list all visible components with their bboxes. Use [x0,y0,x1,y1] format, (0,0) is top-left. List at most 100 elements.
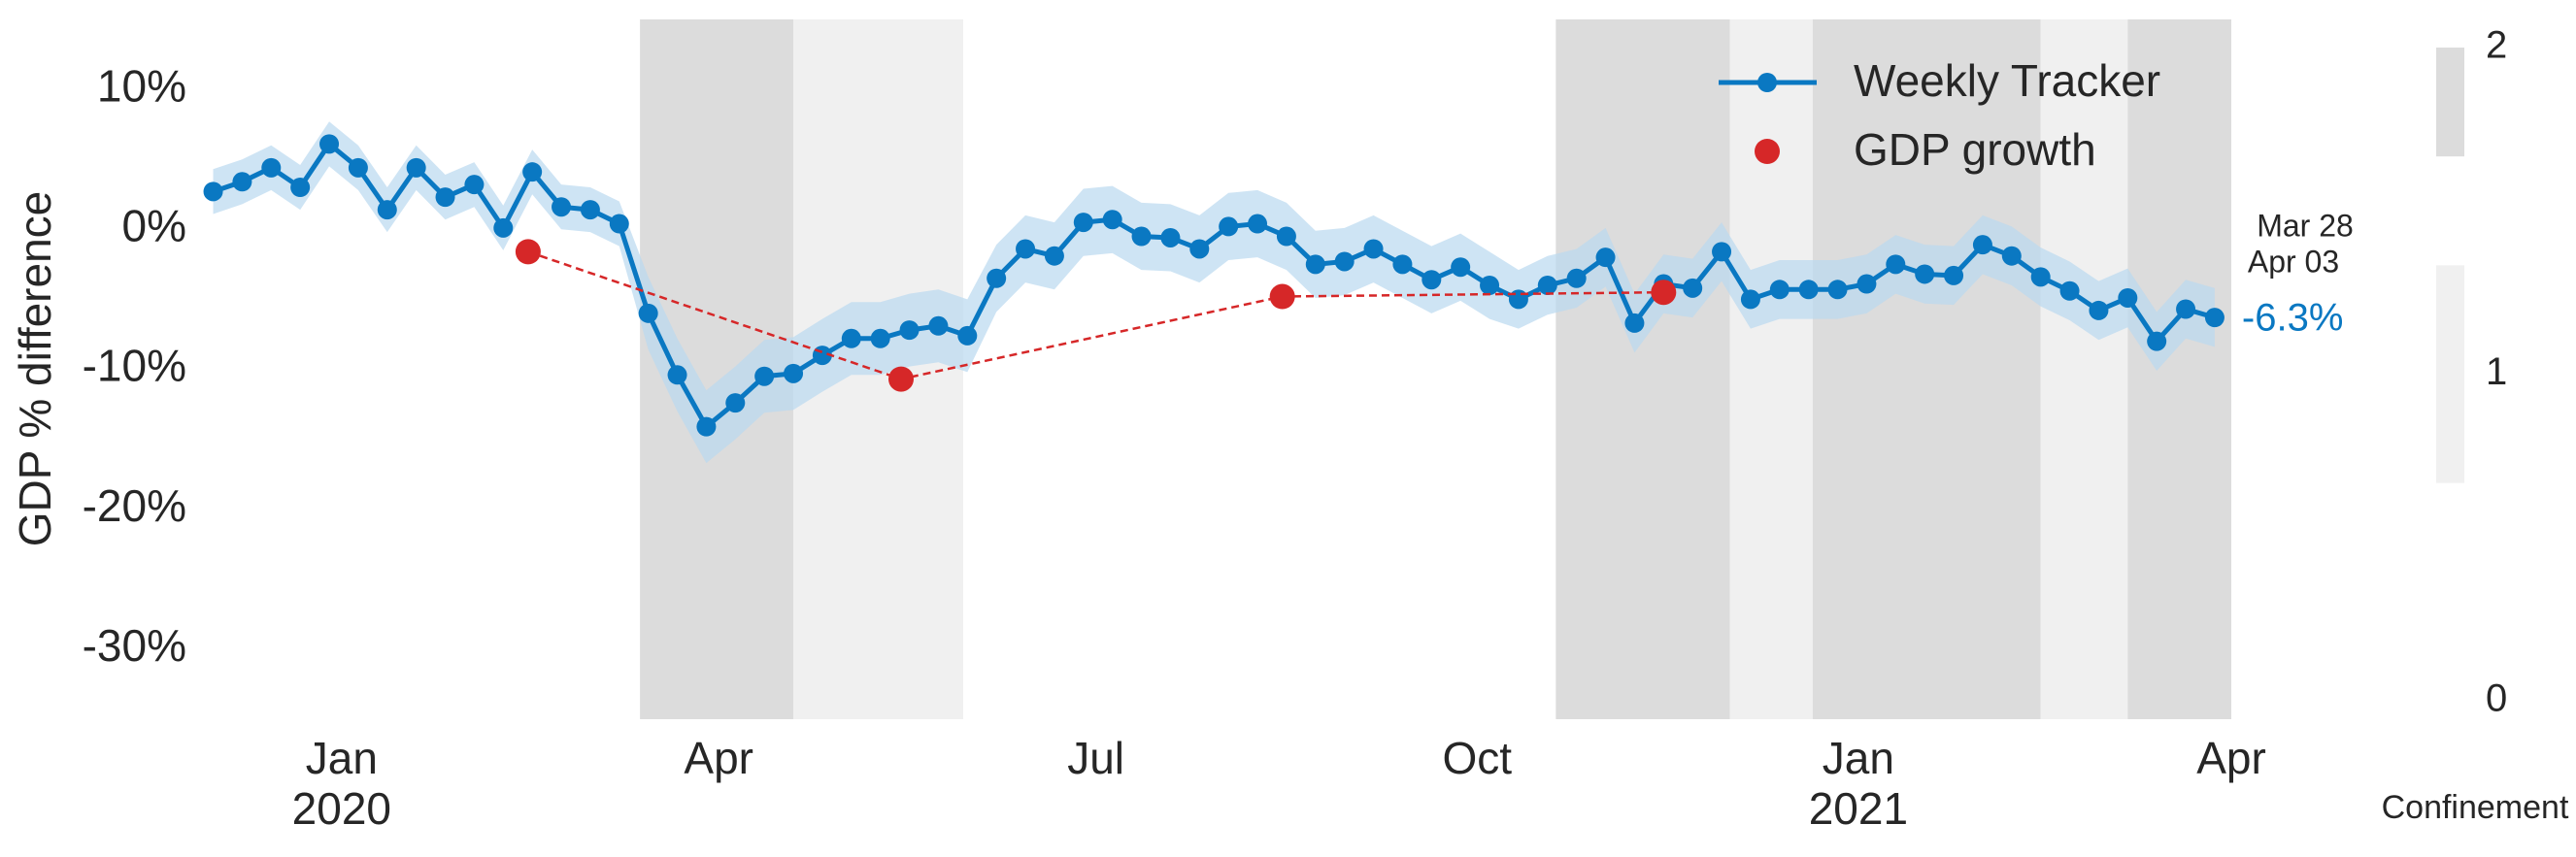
tracker-point [1276,226,1296,247]
tracker-point [2001,246,2022,266]
tracker-point [2089,300,2109,320]
tracker-point [1624,313,1645,333]
colorbar-tick-label: 1 [2486,350,2507,393]
y-tick-label: -30% [83,620,186,671]
tracker-point [1189,239,1210,259]
tracker-point [1915,264,1935,284]
colorbar-label: Confinement [2382,789,2569,826]
tracker-point [319,134,340,154]
tracker-point [1712,242,1732,262]
tracker-point [232,172,252,192]
colorbar-tick-label: 2 [2486,24,2507,67]
tracker-point [2030,267,2051,287]
tracker-point [696,416,717,437]
tracker-point [1016,239,1036,259]
tracker-point [522,162,543,182]
value-label: -6.3% [2242,297,2344,340]
tracker-point [957,325,978,346]
tracker-point [406,157,426,178]
x-tick-label: Jul [1067,733,1124,783]
tracker-point [1422,270,1442,290]
tracker-point [580,200,600,220]
gdp-point [888,366,915,392]
tracker-point [899,320,920,341]
legend-label: GDP growth [1854,124,2096,175]
tracker-point [377,200,397,220]
tracker-point [203,181,223,202]
tracker-point [2118,287,2138,308]
tracker-point [2204,308,2225,328]
tracker-point [1160,227,1181,247]
gdp-dashed-line [527,250,1664,380]
x-tick-label: Oct [1442,733,1512,783]
x-tick-label: Apr [684,733,753,783]
tracker-point [2176,299,2196,319]
y-tick-label: -10% [83,341,186,391]
tracker-point [1334,251,1355,272]
tracker-point [1857,274,1877,294]
tracker-point [1972,235,1992,255]
tracker-point [1740,289,1760,310]
gdp-point [1651,280,1677,306]
tracker-point [754,366,775,386]
confinement-span [1812,19,2041,719]
colorbar-tick-label: 0 [2486,677,2507,720]
y-tick-label: 0% [122,200,186,250]
y-tick-label: 10% [97,60,186,111]
colorbar-segment [2436,48,2464,157]
tracker-point [1886,254,1906,275]
x-year-label: 2021 [1809,783,1908,834]
gdp-point [515,239,541,265]
tracker-point [1566,268,1587,288]
tracker-point [987,268,1007,288]
tracker-point [1798,280,1819,300]
tracker-point [1827,280,1848,300]
tracker-point [841,328,861,348]
tracker-point [1451,257,1471,278]
annotation: Mar 28 [2257,208,2354,243]
tracker-point [1044,246,1064,266]
tracker-point [1508,289,1528,310]
legend-label: Weekly Tracker [1854,55,2160,106]
colorbar-segment [2436,265,2464,483]
confinement-span [1556,19,1730,719]
tracker-point [2059,280,2080,301]
tracker-point [1219,216,1239,237]
tracker-point [1480,275,1500,295]
tracker-line [212,140,2216,431]
tracker-point [464,175,485,195]
tracker-point [638,303,658,323]
tracker-point [290,178,311,198]
tracker-point [667,365,687,385]
tracker-point [1073,213,1093,233]
tracker-point [1131,226,1152,247]
tracker-point [493,217,514,238]
tracker-point [2147,331,2167,351]
x-year-label: 2020 [292,783,391,834]
annotation: Apr 03 [2248,244,2339,279]
confinement-span [2040,19,2128,719]
tracker-point [1248,214,1268,234]
y-axis-label: GDP % difference [10,191,60,547]
tracker-point [1769,280,1790,300]
gdp-point [1269,283,1295,310]
tracker-point [1363,239,1384,259]
legend-marker [1757,73,1777,92]
tracker-point [870,328,890,348]
tracker-point [609,214,629,234]
tracker-point [261,157,282,178]
tracker-point [1537,275,1557,295]
y-tick-label: -20% [83,480,186,531]
tracker-point [1944,265,1964,285]
tracker-point [928,315,949,336]
tracker-point [1305,254,1325,275]
tracker-point [552,197,572,217]
x-tick-label: Jan [306,733,378,783]
tracker-point [1683,278,1703,298]
tracker-point [725,393,746,413]
x-tick-label: Apr [2196,733,2266,783]
legend-marker [1755,139,1780,164]
confinement-span [2127,19,2231,719]
x-tick-label: Jan [1823,733,1894,783]
